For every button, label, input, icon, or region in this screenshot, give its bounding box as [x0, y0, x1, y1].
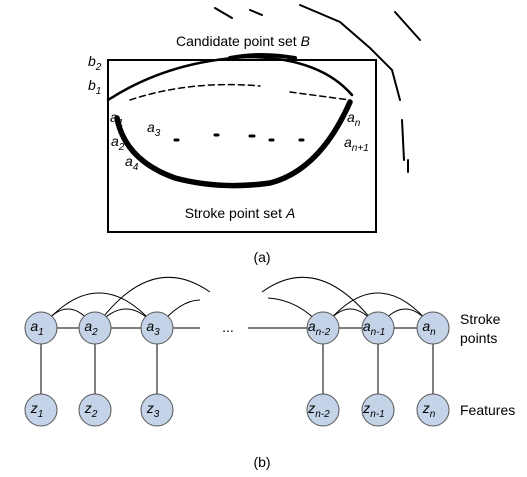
caption: (b) [253, 454, 270, 470]
row-label: Features [460, 402, 515, 418]
point-label: an [347, 109, 361, 129]
caption: (a) [253, 249, 270, 265]
figure: Candidate point setB Stroke point setA (… [0, 0, 527, 477]
point-label: b1 [88, 77, 101, 97]
row-label: points [460, 330, 497, 346]
ellipsis: ... [222, 319, 234, 335]
row-label: Stroke [460, 311, 501, 327]
point-label: a3 [147, 119, 161, 139]
point-label: b2 [88, 53, 102, 73]
point-label: an+1 [344, 134, 369, 154]
